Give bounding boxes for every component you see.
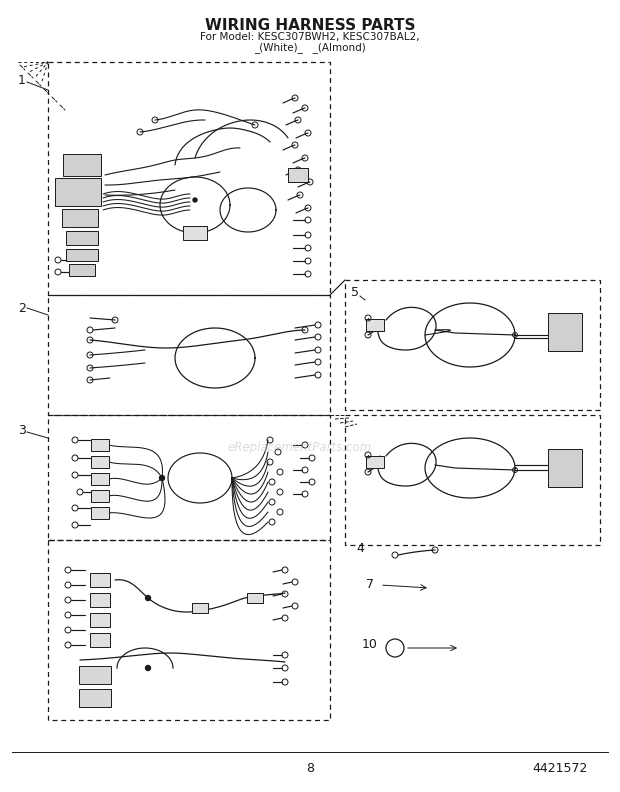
Text: _(White)_   _(Almond): _(White)_ _(Almond) [254, 42, 366, 53]
Bar [366, 456, 384, 468]
Circle shape [193, 198, 197, 202]
Text: 2: 2 [18, 302, 26, 314]
Bar [548, 449, 582, 487]
Bar [63, 154, 101, 176]
Bar [183, 226, 207, 240]
Bar [48, 540, 330, 720]
Bar [91, 473, 109, 485]
Bar [48, 62, 330, 295]
Bar [345, 415, 600, 545]
Bar [91, 507, 109, 519]
Bar [91, 490, 109, 502]
Bar [90, 633, 110, 647]
Text: 8: 8 [306, 761, 314, 775]
Bar [90, 613, 110, 627]
Text: 7: 7 [366, 578, 374, 592]
Bar [62, 209, 98, 227]
Bar [48, 295, 330, 415]
Bar [548, 313, 582, 351]
Bar [91, 439, 109, 451]
Circle shape [146, 596, 151, 600]
Text: For Model: KESC307BWH2, KESC307BAL2,: For Model: KESC307BWH2, KESC307BAL2, [200, 32, 420, 42]
Bar [366, 319, 384, 331]
Bar [90, 573, 110, 587]
Text: 1: 1 [18, 74, 26, 86]
Bar [55, 178, 101, 206]
Text: 10: 10 [362, 638, 378, 652]
Bar [48, 415, 330, 540]
Bar [66, 231, 98, 245]
Text: 4: 4 [356, 542, 364, 554]
Circle shape [146, 665, 151, 671]
Text: 3: 3 [18, 424, 26, 436]
Bar [90, 593, 110, 607]
Bar [192, 603, 208, 613]
Bar [79, 666, 111, 684]
Bar [345, 280, 600, 410]
Text: 5: 5 [351, 287, 359, 299]
Bar [91, 456, 109, 468]
Text: eReplacementParts.com: eReplacementParts.com [228, 441, 372, 455]
Bar [288, 168, 308, 182]
Bar [247, 593, 263, 603]
Text: WIRING HARNESS PARTS: WIRING HARNESS PARTS [205, 18, 415, 33]
Bar [66, 249, 98, 261]
Bar [79, 689, 111, 707]
Bar [69, 264, 95, 276]
Circle shape [159, 475, 164, 481]
Text: 4421572: 4421572 [533, 761, 588, 775]
